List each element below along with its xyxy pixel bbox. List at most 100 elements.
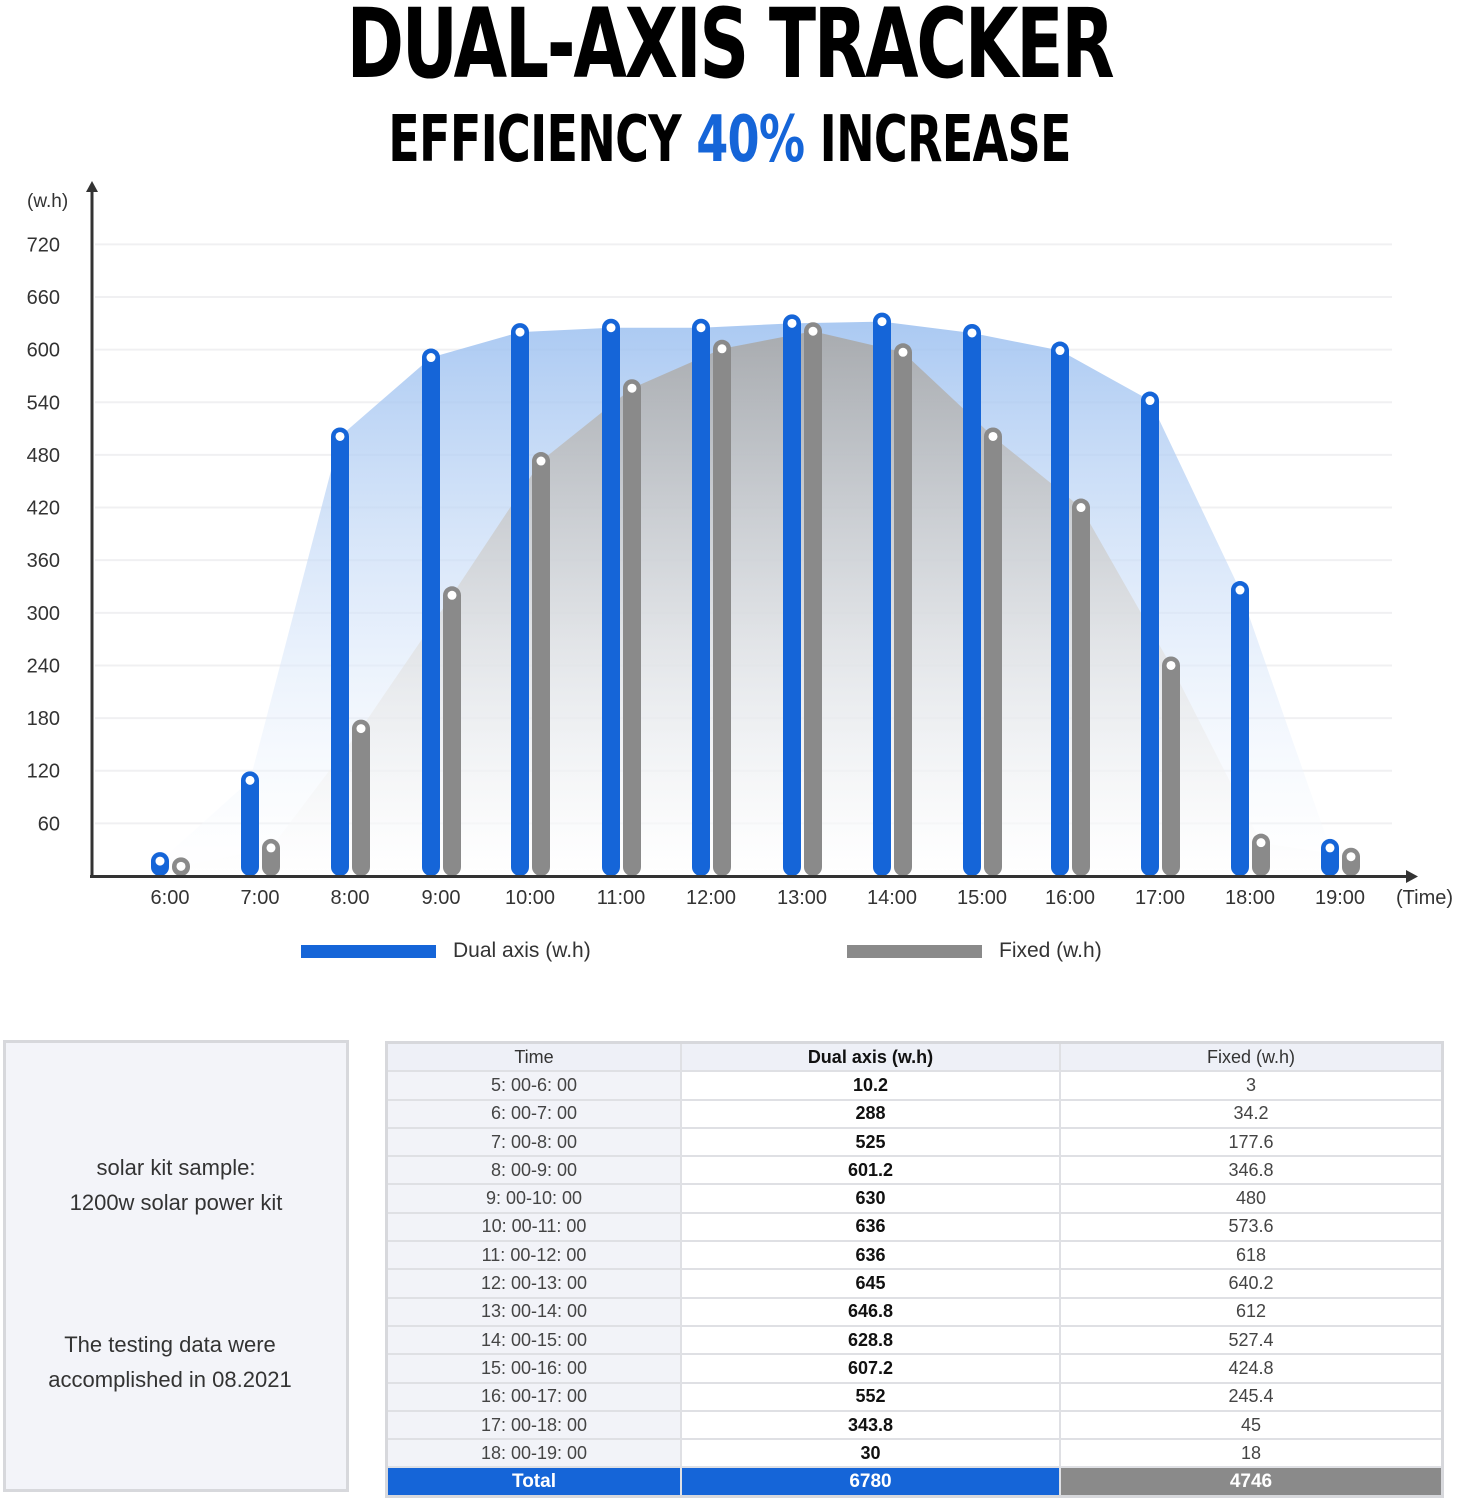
bar-fixed: [443, 586, 461, 876]
bar-dual: [963, 323, 981, 877]
sample-label: solar kit sample:: [96, 1155, 256, 1180]
legend-swatch-dual: [301, 944, 436, 958]
cell-fixed: 346.8: [1059, 1155, 1444, 1186]
bar-dual: [1321, 838, 1339, 876]
cell-time: 11: 00-12: 00: [385, 1240, 682, 1271]
bar-dual: [692, 318, 710, 876]
bar-fixed: [894, 343, 912, 876]
y-axis-label: (w.h): [27, 191, 68, 212]
y-tick-label: 60: [38, 813, 60, 835]
bar-dot-icon: [877, 317, 887, 327]
bar-dot-icon: [426, 353, 436, 363]
bar-dot-icon: [1055, 346, 1065, 356]
table-total-row: Total 6780 4746: [385, 1466, 1444, 1498]
bar-fixed: [1162, 656, 1180, 876]
bar-fixed: [984, 427, 1002, 876]
cell-time: 16: 00-17: 00: [385, 1381, 682, 1412]
bar-dot-icon: [606, 323, 616, 333]
bar-fixed: [1072, 498, 1090, 876]
cell-fixed: 424.8: [1059, 1353, 1444, 1384]
sample-info-panel: solar kit sample: 1200w solar power kit …: [3, 1040, 349, 1492]
bar-dot-icon: [1325, 843, 1335, 853]
bar-dot-icon: [787, 318, 797, 328]
bar-dual: [1051, 341, 1069, 876]
bar-fixed: [352, 719, 370, 876]
bar-dot-icon: [967, 328, 977, 338]
x-axis-arrow-icon: [1406, 870, 1418, 883]
x-tick-label: 14:00: [867, 887, 917, 909]
bar-fixed: [713, 339, 731, 876]
cell-time: 10: 00-11: 00: [385, 1211, 682, 1243]
page-subtitle: EFFICIENCY 40% INCREASE: [204, 104, 1254, 176]
cell-dual: 646.8: [680, 1296, 1061, 1327]
bar-fixed: [1252, 833, 1270, 876]
cell-dual: 645: [680, 1268, 1061, 1299]
table-row: 13: 00-14: 00 646.8 612: [385, 1296, 1444, 1327]
cell-dual: 607.2: [680, 1353, 1061, 1384]
table-row: 15: 00-16: 00 607.2 424.8: [385, 1353, 1444, 1384]
cell-dual: 343.8: [680, 1409, 1061, 1441]
cell-dual: 601.2: [680, 1155, 1061, 1186]
bar-dot-icon: [1256, 838, 1266, 848]
cell-dual: 30: [680, 1438, 1061, 1469]
y-tick-label: 720: [27, 234, 60, 256]
y-tick-label: 420: [27, 498, 60, 520]
y-tick-label: 300: [27, 603, 60, 625]
x-tick-label: 10:00: [505, 887, 555, 909]
table-row: 8: 00-9: 00 601.2 346.8: [385, 1155, 1444, 1186]
x-tick-label: 13:00: [777, 887, 827, 909]
bars-group: [151, 312, 1360, 877]
y-tick-label: 600: [27, 340, 60, 362]
legend-item-dual: Dual axis (w.h): [301, 936, 591, 966]
y-tick-label: 120: [27, 761, 60, 783]
x-tick-label: 7:00: [241, 887, 280, 909]
bar-dot-icon: [447, 590, 457, 600]
legend-label-fixed: Fixed (w.h): [999, 939, 1102, 962]
cell-fixed: 618: [1059, 1240, 1444, 1271]
bar-dot-icon: [1346, 852, 1356, 862]
cell-time: 5: 00-6: 00: [385, 1070, 682, 1101]
cell-time: 15: 00-16: 00: [385, 1353, 682, 1384]
x-axis-label: (Time): [1396, 887, 1453, 909]
legend-swatch-fixed: [847, 944, 982, 958]
x-tick-label: 6:00: [151, 887, 190, 909]
subtitle-prefix: EFFICIENCY: [388, 103, 697, 177]
bar-dual: [422, 348, 440, 876]
table-header-row: Time Dual axis (w.h) Fixed (w.h): [385, 1041, 1444, 1073]
cell-time: 14: 00-15: 00: [385, 1324, 682, 1356]
table-row: 10: 00-11: 00 636 573.6: [385, 1211, 1444, 1243]
bar-dot-icon: [266, 843, 276, 853]
energy-data-table: Time Dual axis (w.h) Fixed (w.h) 5: 00-6…: [385, 1041, 1444, 1498]
bar-dot-icon: [1166, 660, 1176, 670]
efficiency-percent: 40%: [696, 103, 805, 177]
y-tick-label: 240: [27, 655, 60, 677]
bar-dot-icon: [898, 347, 908, 357]
x-tick-label: 18:00: [1225, 887, 1275, 909]
cell-fixed: 177.6: [1059, 1126, 1444, 1158]
bar-dot-icon: [176, 861, 186, 871]
x-tick-label: 17:00: [1135, 887, 1185, 909]
y-tick-label: 660: [27, 287, 60, 309]
bar-dot-icon: [245, 775, 255, 785]
bar-dot-icon: [1076, 503, 1086, 513]
cell-dual: 628.8: [680, 1324, 1061, 1356]
cell-fixed: 245.4: [1059, 1381, 1444, 1412]
bar-dual: [331, 427, 349, 876]
bar-dot-icon: [515, 327, 525, 337]
x-tick-label: 19:00: [1315, 887, 1365, 909]
y-axis-arrow-icon: [86, 181, 98, 192]
table-row: 11: 00-12: 00 636 618: [385, 1240, 1444, 1271]
y-tick-label: 180: [27, 708, 60, 730]
cell-dual: 552: [680, 1381, 1061, 1412]
cell-dual: 288: [680, 1098, 1061, 1129]
bar-dual: [873, 312, 891, 877]
x-tick-label: 11:00: [597, 887, 646, 909]
bar-fixed: [262, 838, 280, 876]
cell-time: 9: 00-10: 00: [385, 1183, 682, 1214]
cell-fixed: 3: [1059, 1070, 1444, 1101]
cell-fixed: 640.2: [1059, 1268, 1444, 1299]
x-tick-label: 15:00: [957, 887, 1007, 909]
y-tick-label: 540: [27, 392, 60, 414]
bar-fixed: [804, 322, 822, 876]
y-tick-label: 360: [27, 550, 60, 572]
